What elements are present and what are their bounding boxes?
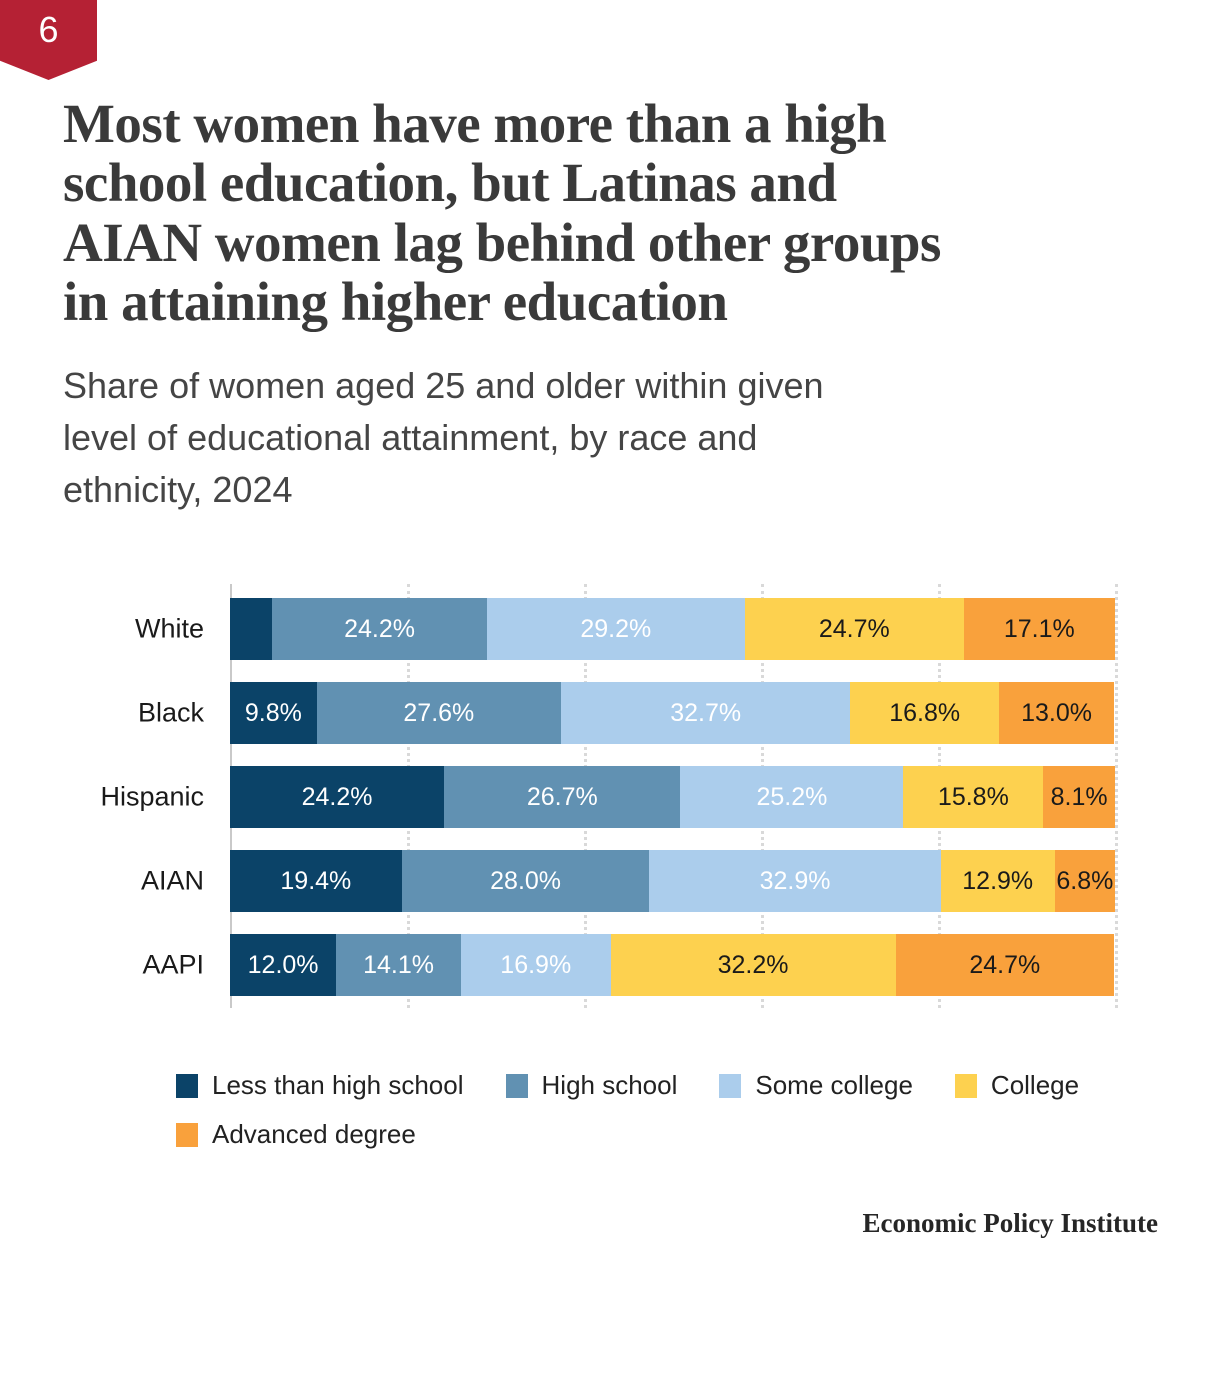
legend-item: College <box>954 1070 1080 1101</box>
category-label: AAPI <box>142 949 204 980</box>
bar-value-label: 24.2% <box>344 614 415 643</box>
chart-title: Most women have more than a high school … <box>63 0 1123 332</box>
plot-area: White 24.2% 29.2% 24.7% 17.1% Black 9.8% 27.6% 3… <box>100 584 1118 1009</box>
legend-label: Advanced degree <box>212 1119 416 1150</box>
bar-segment: 26.7% <box>444 766 681 829</box>
chart-legend: Less than high school High school Some col… <box>176 1070 1086 1150</box>
bar-segment: 6.8% <box>1054 850 1115 913</box>
subtitle-line-2: level of educational attainment, by race… <box>63 416 758 458</box>
legend-swatch <box>954 1073 977 1098</box>
bar-value-label: 32.2% <box>717 950 789 979</box>
category-label: Black <box>137 697 204 728</box>
bar-segment: 12.0% <box>230 934 337 997</box>
bar-value-label: 27.6% <box>403 698 475 727</box>
bar-value-label: 6.8% <box>1056 866 1114 895</box>
legend-label: High school <box>541 1070 678 1101</box>
bar-value-label: 9.8% <box>244 698 302 727</box>
bar-value-label: 15.8% <box>937 782 1009 811</box>
bar-value-label: 26.7% <box>526 782 598 811</box>
legend-label: College <box>990 1070 1080 1101</box>
bar-segment: 25.2% <box>680 766 904 829</box>
bar-value-label: 24.7% <box>969 950 1041 979</box>
bar-segment: 32.2% <box>610 934 896 997</box>
bar-segment: 13.0% <box>999 682 1115 745</box>
legend-swatch <box>505 1073 528 1098</box>
bar-segment: 17.1% <box>963 598 1115 661</box>
bar-value-label: 25.2% <box>756 782 828 811</box>
legend-item: Less than high school <box>176 1070 464 1101</box>
legend-item: Some college <box>719 1070 913 1101</box>
bar-segment: 19.4% <box>230 850 402 913</box>
legend-item: High school <box>505 1070 678 1101</box>
bar-segment: 32.7% <box>560 682 851 745</box>
bar-value-label: 16.8% <box>889 698 961 727</box>
bar-segment: 27.6% <box>316 682 561 745</box>
chart-row: Black 9.8% 27.6% 32.7% 16.8% 13.0% <box>138 682 1115 745</box>
bar-value-label: 29.2% <box>580 614 652 643</box>
bar-segment: 12.9% <box>940 850 1055 913</box>
gridline <box>1115 584 1118 1009</box>
bar-value-label: 24.7% <box>818 614 890 643</box>
legend-label: Less than high school <box>212 1070 464 1101</box>
bar-value-label: 13.0% <box>1021 698 1092 727</box>
bar-value-label: 12.9% <box>962 866 1034 895</box>
chart-subtitle: Share of women aged 25 and older within … <box>63 332 1158 517</box>
bar-value-label: 17.1% <box>1003 614 1075 643</box>
legend-swatch <box>719 1073 742 1098</box>
bar-value-label: 32.9% <box>759 866 831 895</box>
category-label: White <box>134 613 204 644</box>
title-line-3: AIAN women lag behind other groups <box>63 211 941 273</box>
bar-segment: 28.0% <box>401 850 650 913</box>
category-label: AIAN <box>140 865 204 896</box>
bar-segment: 32.9% <box>649 850 941 913</box>
stacked-bar-chart: White 24.2% 29.2% 24.7% 17.1% Black 9.8% 27.6% 3… <box>63 584 1158 1009</box>
bar-segment: 8.1% <box>1043 766 1115 829</box>
subtitle-line-3: ethnicity, 2024 <box>63 468 293 510</box>
bar-segment: 9.8% <box>230 682 317 745</box>
bar-segment: 24.2% <box>272 598 487 661</box>
bar-segment: 14.1% <box>336 934 461 997</box>
title-line-1: Most women have more than a high <box>63 93 887 154</box>
bar-value-label: 28.0% <box>490 866 562 895</box>
category-label: Hispanic <box>100 781 204 812</box>
title-line-2: school education, but Latinas and <box>63 152 837 214</box>
title-line-4: in attaining higher education <box>63 271 728 333</box>
bar-value-label: 16.9% <box>500 950 572 979</box>
bar-segment: 24.2% <box>230 766 445 829</box>
chart-row: White 24.2% 29.2% 24.7% 17.1% <box>135 598 1115 661</box>
bar-segment: 24.7% <box>745 598 964 661</box>
bar-segment: 29.2% <box>486 598 746 661</box>
subtitle-line-1: Share of women aged 25 and older within … <box>63 364 824 406</box>
bar-segment: 24.7% <box>895 934 1115 997</box>
legend-swatch <box>176 1073 198 1098</box>
bar-value-label: 8.1% <box>1050 782 1108 811</box>
source-attribution: Economic Policy Institute <box>862 1208 1158 1239</box>
bar-segment: 15.8% <box>903 766 1044 829</box>
bar-value-label: 32.7% <box>670 698 742 727</box>
bar-value-label: 24.2% <box>301 782 373 811</box>
bar-value-label: 12.0% <box>247 950 319 979</box>
page-number: 6 <box>38 9 59 50</box>
legend-label: Some college <box>755 1070 913 1101</box>
legend-item: Advanced degree <box>176 1119 416 1150</box>
bar-segment <box>230 598 273 661</box>
chart-row: AAPI 12.0% 14.1% 16.9% 32.2% 24.7% <box>142 934 1115 997</box>
legend-swatch <box>176 1122 198 1147</box>
bar-value-label: 14.1% <box>363 950 435 979</box>
chart-row: Hispanic 24.2% 26.7% 25.2% 15.8% 8.1% <box>100 766 1115 829</box>
bar-value-label: 19.4% <box>280 866 352 895</box>
bar-segment: 16.8% <box>850 682 1000 745</box>
page-number-badge: 6 <box>0 0 97 80</box>
chart-row: AIAN 19.4% 28.0% 32.9% 12.9% 6.8% <box>141 850 1115 913</box>
bar-segment: 16.9% <box>460 934 611 997</box>
